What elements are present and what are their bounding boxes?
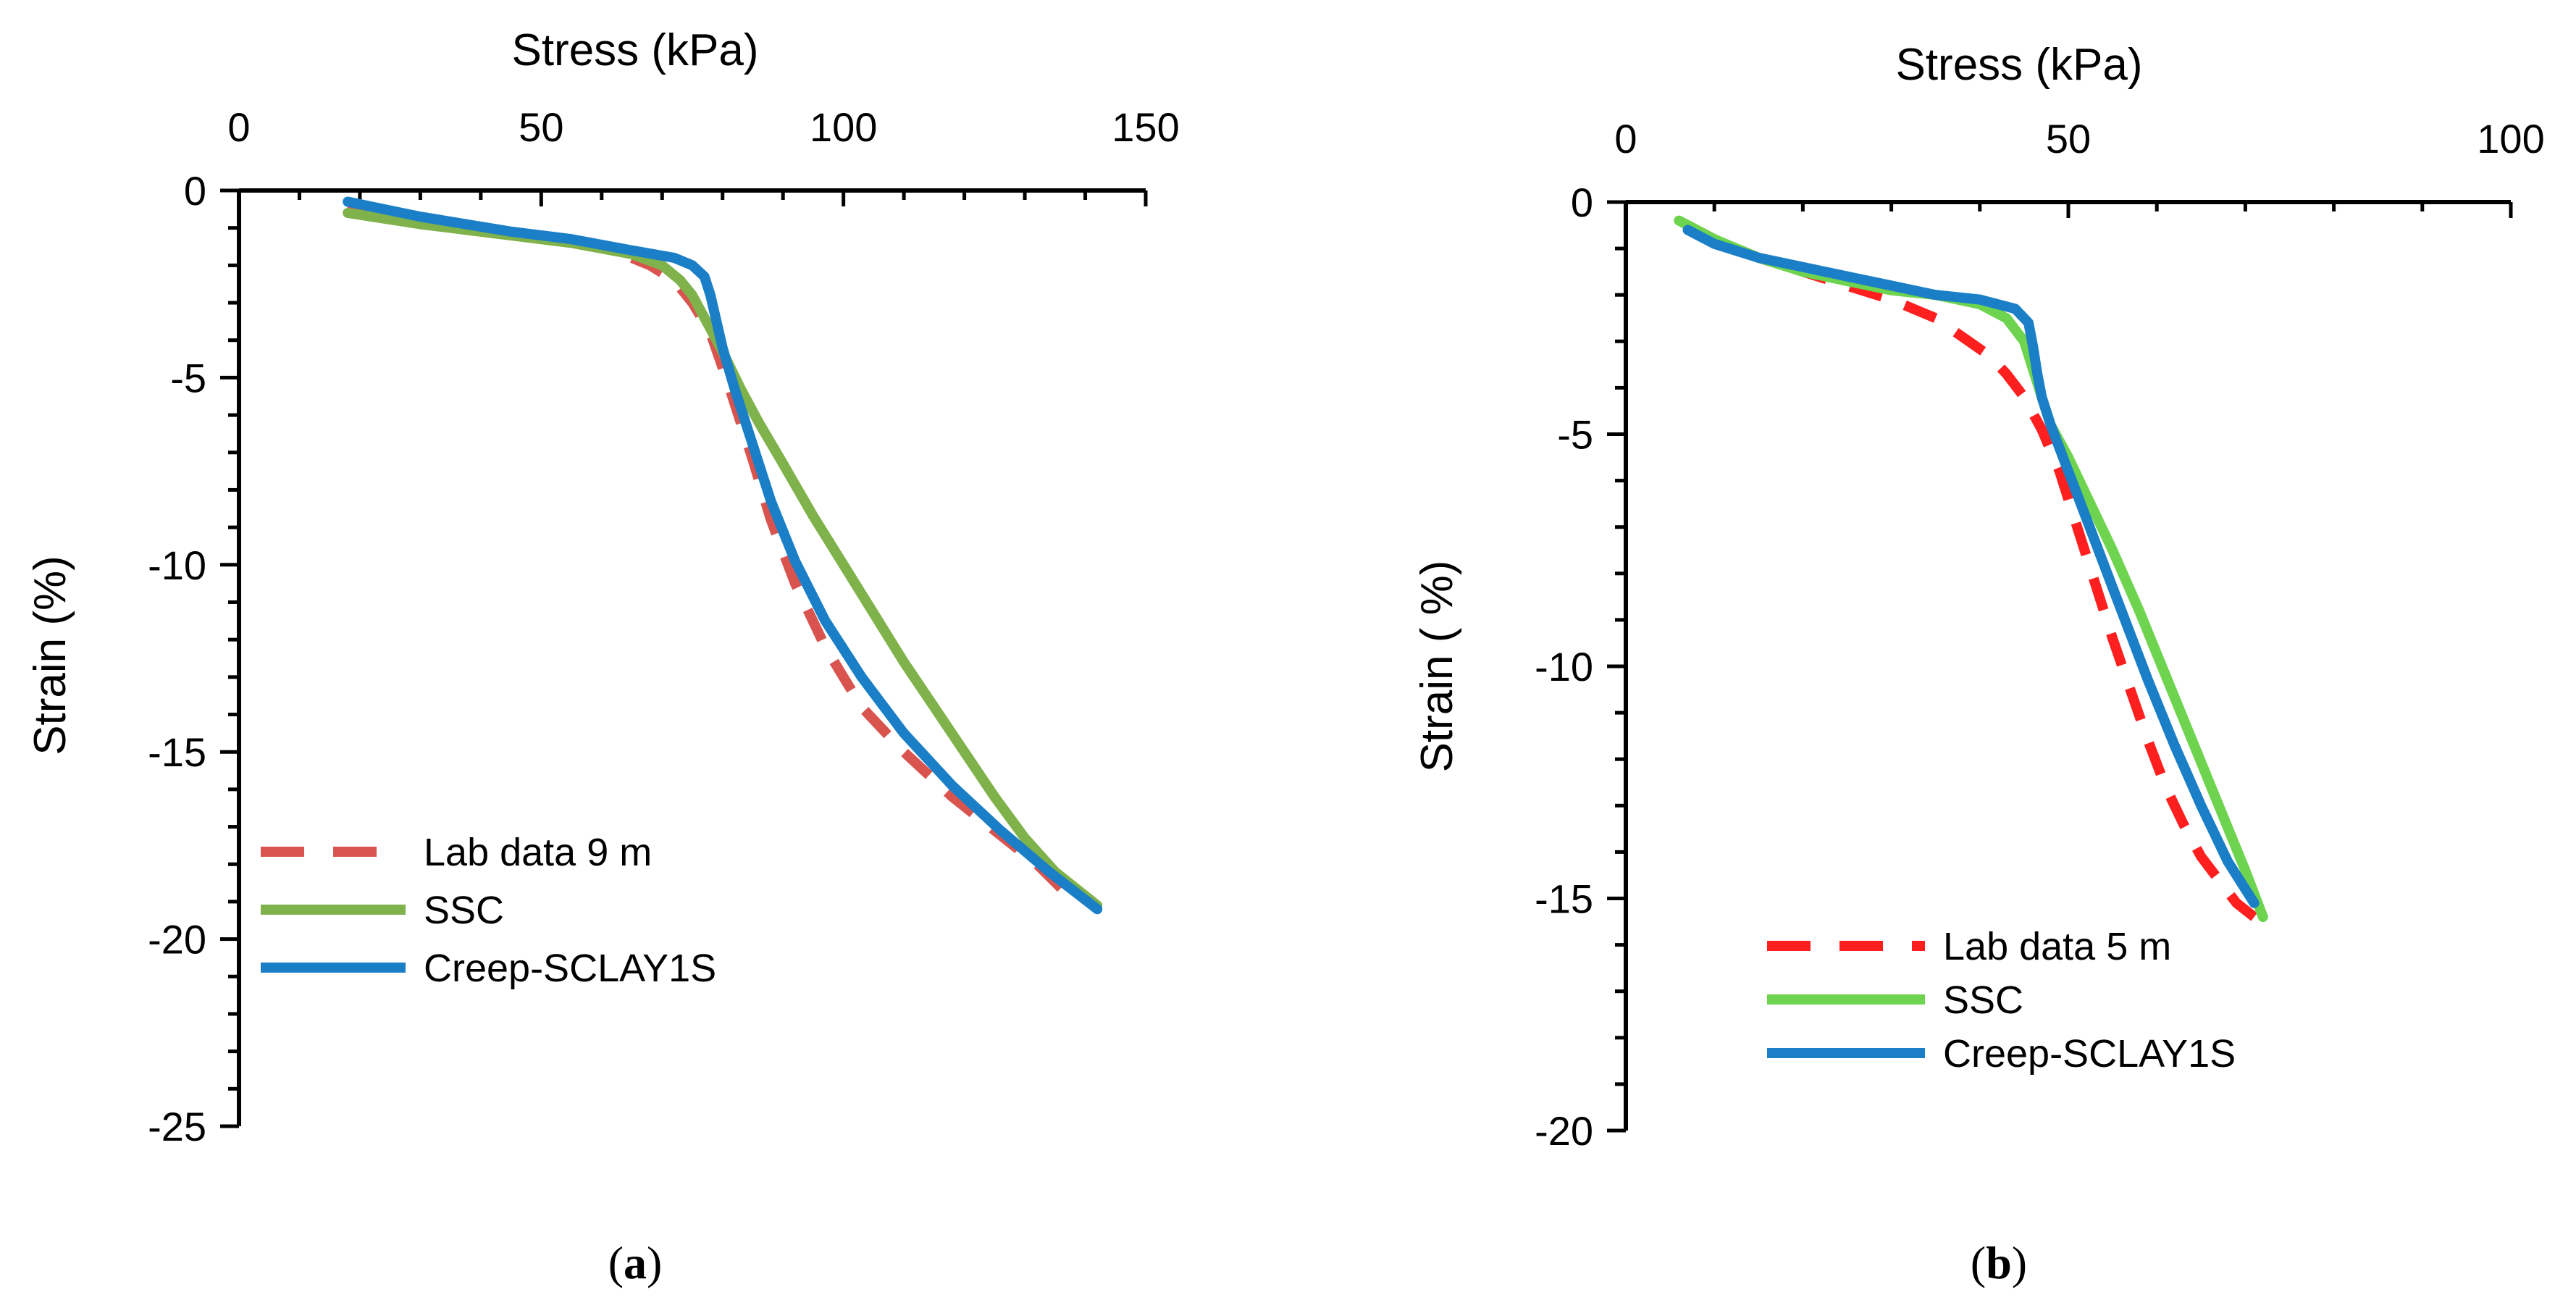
panel-a-x-tick-label: 150 xyxy=(1112,104,1179,150)
panel-a-legend-label: Lab data 9 m xyxy=(424,831,652,874)
panel-a-legend-label: SSC xyxy=(424,889,504,932)
panel-b-x-tick-label: 0 xyxy=(1614,116,1637,162)
panel-a-series-ssc-line xyxy=(343,208,1103,911)
panel-b-y-tick-label: -5 xyxy=(1557,412,1593,458)
panel-b-caption-close: ) xyxy=(2012,1237,2027,1288)
panel-b-caption: (b) xyxy=(1971,1237,2027,1288)
panel-b-x-tick-label: 50 xyxy=(2046,116,2091,162)
panel-b-series xyxy=(1674,215,2268,923)
panel-a-series xyxy=(343,196,1103,915)
panel-a-ticks: 0 50 100 150 0 -5 -10 -15 -20 -25 xyxy=(148,104,1180,1149)
panel-a-y-tick-label: -15 xyxy=(148,729,206,775)
panel-a-x-tick-label: 0 xyxy=(227,104,250,150)
panel-b-y-axis-title: Strain ( %) xyxy=(1412,561,1462,773)
panel-a-caption: (a) xyxy=(608,1237,663,1288)
panel-b-x-tick-label: 100 xyxy=(2477,116,2544,162)
panel-b-legend-label: Lab data 5 m xyxy=(1943,925,2171,968)
panel-b: Stress (kPa) Strain ( %) 0 50 100 0 -5 -10 -15… xyxy=(1412,40,2545,1288)
panel-a-y-tick-label: -10 xyxy=(148,542,206,588)
panel-b-series-creep-sclay1s-line xyxy=(1682,225,2260,908)
panel-a-y-tick-label: -5 xyxy=(170,355,206,401)
panel-a-caption-letter: a xyxy=(624,1237,647,1288)
panel-a-axes xyxy=(237,188,1146,1126)
panel-b-y-tick-label: -10 xyxy=(1535,644,1593,689)
panel-b-legend-label: Creep-SCLAY1S xyxy=(1943,1032,2236,1076)
panel-a-x-tick-label: 50 xyxy=(519,104,563,150)
panel-a-x-axis-title: Stress (kPa) xyxy=(511,25,758,75)
panel-b-y-tick-label: -20 xyxy=(1535,1108,1593,1154)
panel-b-legend: Lab data 5 m SSC Creep-SCLAY1S xyxy=(1767,925,2236,1076)
panel-a-x-tick-label: 100 xyxy=(810,104,877,150)
panel-a-caption-close: ) xyxy=(647,1237,662,1288)
panel-b-caption-open: ( xyxy=(1971,1237,1986,1288)
panel-a-y-tick-label: -25 xyxy=(148,1104,206,1149)
panel-b-legend-label: SSC xyxy=(1943,978,2023,1022)
panel-a-series-creep-sclay1s-line xyxy=(343,196,1103,915)
panel-b-axes xyxy=(1624,200,2511,1131)
panel-b-caption-letter: b xyxy=(1986,1237,2012,1288)
panel-b-y-tick-label: -15 xyxy=(1535,876,1593,922)
panel-b-ticks: 0 50 100 0 -5 -10 -15 -20 xyxy=(1535,116,2545,1154)
panel-a-y-tick-label: -20 xyxy=(148,917,206,963)
panel-a-y-tick-label: 0 xyxy=(184,168,206,214)
panel-a-legend-label: Creep-SCLAY1S xyxy=(424,947,716,990)
panel-a-caption-open: ( xyxy=(608,1237,624,1288)
panel-b-x-axis-title: Stress (kPa) xyxy=(1895,40,2142,90)
panel-a-y-axis-title: Strain (%) xyxy=(25,556,75,755)
panel-a: Stress (kPa) Strain (%) 0 50 100 150 0 -5 -10 -… xyxy=(25,25,1180,1288)
panel-b-series-lab-data-5-m-line xyxy=(1685,220,2257,921)
panel-a-legend: Lab data 9 m SSC Creep-SCLAY1S xyxy=(261,831,716,990)
panel-b-y-tick-label: 0 xyxy=(1571,180,1593,225)
